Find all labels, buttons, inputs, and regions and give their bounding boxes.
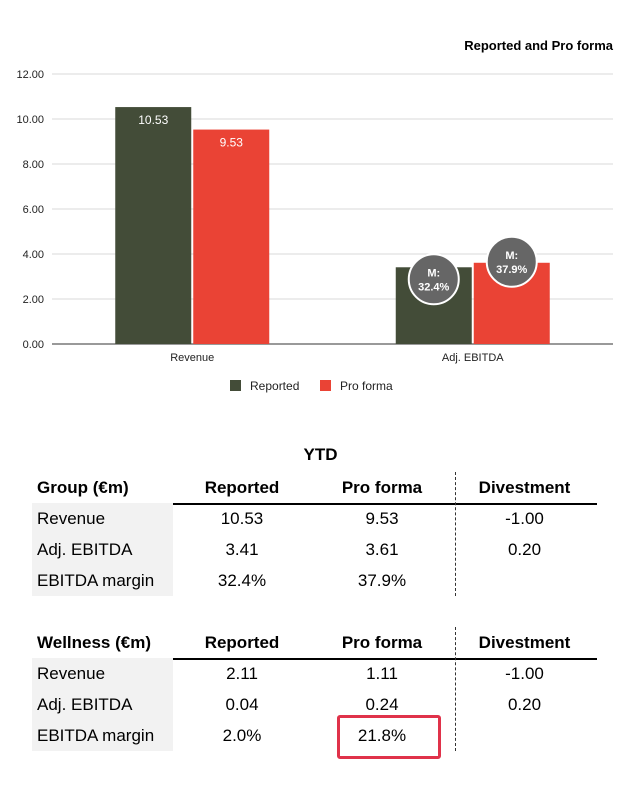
cell-pro-forma: 37.9% [357,571,407,590]
column-header-reported: Reported [204,478,280,497]
table-row: Revenue 10.53 9.53 -1.00 [32,503,597,534]
cell-reported: 10.53 [220,509,264,528]
divestment-divider [455,627,456,751]
table-row: EBITDA margin 2.0% 21.8% [32,720,597,751]
table-header-row: Wellness (€m) Reported Pro forma Divestment [32,627,597,658]
cell-pro-forma: 3.61 [365,540,399,559]
header-rule [32,503,597,505]
cell-reported: 2.11 [226,664,258,683]
ytd-label: YTD [303,445,338,464]
margin-badge-value: 32.4% [418,281,449,293]
margin-badge-label: M: [427,267,440,279]
table-row: EBITDA margin 32.4% 37.9% [32,565,597,596]
bar-pro-forma [193,129,270,344]
cell-reported: 3.41 [225,540,259,559]
legend-swatch [230,380,241,391]
column-header-label: Wellness (€m) [37,633,152,652]
table-row: Adj. EBITDA 3.41 3.61 0.20 [32,534,597,565]
cell-reported: 2.0% [222,726,262,745]
column-header-divestment: Divestment [478,478,571,497]
x-tick-label: Revenue [170,352,214,364]
x-tick-label: Adj. EBITDA [442,352,504,364]
cell-pro-forma: 0.24 [365,695,399,714]
y-tick-label: 10.00 [16,114,44,126]
highlight-box [337,715,441,759]
group-table: Group (€m) Reported Pro forma Divestment Rev… [32,472,597,596]
margin-badge-value: 37.9% [496,264,527,276]
table-row: Adj. EBITDA 0.04 0.24 0.20 [32,689,597,720]
cell-label: Adj. EBITDA [32,534,173,565]
cell-divestment: 0.20 [507,540,542,559]
divestment-divider [455,472,456,596]
column-header-divestment: Divestment [478,633,571,652]
margin-badge [485,235,538,288]
legend-label: Pro forma [340,379,393,393]
y-tick-label: 2.00 [23,294,44,306]
cell-label: Revenue [32,658,173,689]
cell-divestment: -1.00 [505,664,544,683]
table-row: Revenue 2.11 1.11 -1.00 [32,658,597,689]
wellness-table: Wellness (€m) Reported Pro forma Divestment… [32,627,597,751]
chart-title: Reported and Pro forma [464,38,614,53]
cell-divestment: 0.20 [507,695,542,714]
cell-pro-forma: 1.11 [366,664,398,683]
cell-label: EBITDA margin [32,720,173,751]
legend-swatch [320,380,331,391]
cell-label: Adj. EBITDA [32,689,173,720]
cell-pro-forma: 21.8% [357,726,407,745]
y-tick-label: 6.00 [23,204,44,216]
column-header-pro-forma: Pro forma [341,633,423,652]
table-header-row: Group (€m) Reported Pro forma Divestment [32,472,597,503]
cell-label: EBITDA margin [32,565,173,596]
cell-label: Revenue [32,503,173,534]
data-label: 10.53 [138,113,168,127]
margin-badge [407,253,460,306]
header-rule [32,658,597,660]
cell-reported: 0.04 [225,695,259,714]
legend-label: Reported [250,379,299,393]
y-tick-label: 8.00 [23,159,44,171]
margin-badge-label: M: [505,250,518,262]
data-label: 9.53 [220,136,244,150]
y-tick-label: 0.00 [23,339,44,351]
column-header-pro-forma: Pro forma [341,478,423,497]
y-tick-label: 4.00 [23,249,44,261]
bar-chart: Reported and Pro forma 0.00 2.00 4.00 6.00 8.… [16,38,614,393]
cell-pro-forma: 9.53 [365,509,399,528]
cell-reported: 32.4% [217,571,267,590]
y-tick-label: 12.00 [16,69,44,81]
bar-reported [115,107,192,344]
cell-divestment: -1.00 [505,509,544,528]
column-header-label: Group (€m) [37,478,129,497]
column-header-reported: Reported [204,633,280,652]
